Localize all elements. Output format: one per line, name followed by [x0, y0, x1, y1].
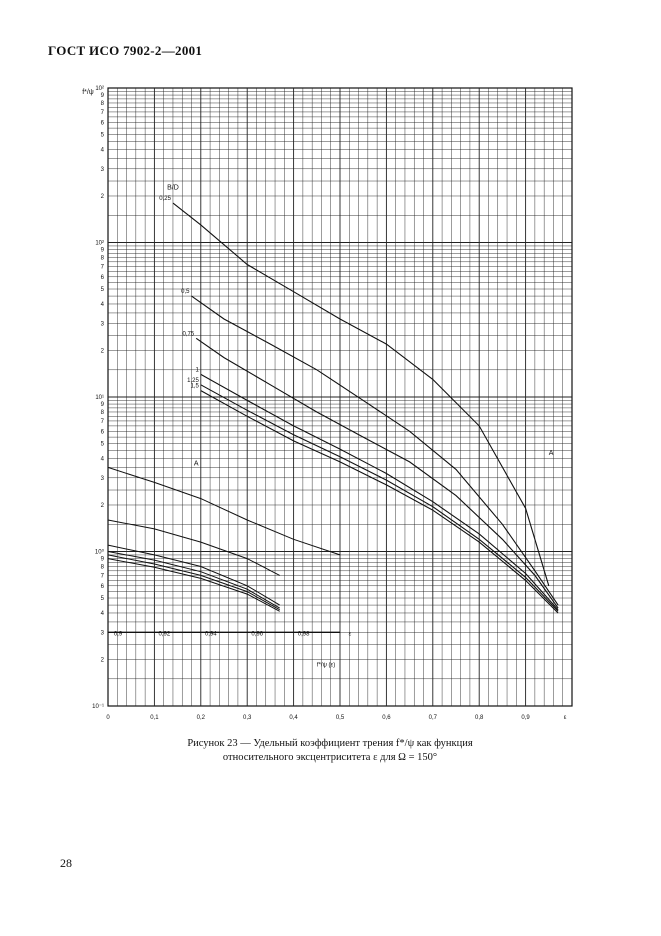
y-tick-label: 6	[101, 275, 105, 281]
bd-param-label: B/D	[167, 185, 179, 192]
y-axis-label: f*/ψ	[82, 89, 94, 96]
y-tick-label: 8	[101, 410, 105, 416]
curve-label-a: A	[549, 450, 554, 457]
x-tick-label: 0,4	[289, 715, 298, 721]
y-tick-label: 8	[101, 564, 105, 570]
y-tick-label: 8	[101, 101, 105, 107]
x-tick-label: 0,3	[243, 715, 252, 721]
curve-bd-0-5	[191, 295, 559, 606]
y-tick-label: 5	[101, 133, 105, 139]
y-tick-label: 10⁰	[95, 549, 105, 556]
y-tick-label: 9	[101, 248, 105, 254]
y-tick-label: 9	[101, 557, 105, 563]
page-number: 28	[60, 856, 72, 870]
inset-tick-label: ε	[349, 631, 352, 637]
y-tick-label: 9	[101, 93, 105, 99]
curve-label: 1,25	[187, 378, 199, 384]
y-tick-label: 10²	[95, 86, 104, 92]
inset-tick-label: 0,9	[114, 631, 123, 637]
caption-line-2: относительного эксцентриситета ε для Ω =…	[222, 752, 438, 763]
inset-curve	[107, 519, 280, 576]
inset-curve	[107, 558, 280, 612]
y-tick-label: 2	[101, 348, 105, 354]
y-tick-label: 4	[101, 147, 105, 153]
inset-tick-label: 0,92	[159, 631, 171, 637]
y-tick-label: 6	[101, 584, 105, 590]
y-tick-label: 7	[101, 573, 105, 579]
x-tick-label: 0,7	[429, 715, 438, 721]
y-tick-label: 2	[101, 503, 105, 509]
curve-bd-1-25	[200, 384, 559, 612]
y-tick-label: 5	[101, 596, 105, 602]
x-tick-label: 0,9	[521, 715, 530, 721]
y-tick-label: 2	[101, 657, 105, 663]
y-tick-label: 10⁻¹	[92, 704, 104, 710]
y-tick-label: 5	[101, 287, 105, 293]
inset-tick-label: 0,94	[205, 631, 217, 637]
document-header: ГОСТ ИСО 7902-2—2001	[48, 43, 203, 58]
y-tick-label: 7	[101, 419, 105, 425]
curve-label: 0,75	[182, 331, 194, 337]
curve-bd-0-75	[195, 337, 559, 609]
curve-label: 0,25	[159, 196, 171, 202]
y-tick-label: 6	[101, 429, 105, 435]
inset-label-a: A	[194, 461, 199, 468]
x-tick-label: 0,8	[475, 715, 484, 721]
y-tick-label: 3	[101, 321, 105, 327]
y-tick-label: 3	[101, 476, 105, 482]
y-tick-label: 10²	[95, 241, 104, 247]
y-tick-label: 10¹	[95, 395, 104, 401]
y-tick-label: 7	[101, 264, 105, 270]
inset-tick-label: 0,96	[251, 631, 263, 637]
y-tick-label: 9	[101, 402, 105, 408]
x-tick-label: ε	[564, 715, 567, 721]
x-tick-label: 0,5	[336, 715, 345, 721]
inset-curve	[107, 551, 280, 609]
y-tick-label: 6	[101, 120, 105, 126]
figure-caption: Рисунок 23 — Удельный коэффициент трения…	[120, 737, 540, 765]
curve-bd-0-25	[172, 202, 550, 586]
curve-label: 1	[195, 367, 199, 373]
x-tick-label: 0,1	[150, 715, 159, 721]
inset-tick-label: 0,98	[298, 631, 310, 637]
curve-bd-1	[200, 373, 559, 611]
y-tick-label: 7	[101, 110, 105, 116]
curve-bd-1-5	[200, 390, 559, 614]
curve-label: 0,5	[181, 289, 190, 295]
y-tick-label: 3	[101, 167, 105, 173]
y-tick-label: 4	[101, 456, 105, 462]
inset-curve	[107, 544, 280, 606]
y-tick-label: 2	[101, 194, 105, 200]
y-tick-label: 4	[101, 611, 105, 617]
curve-label: 1,5	[190, 384, 199, 390]
inset-curve	[107, 466, 341, 556]
inset-curve	[107, 554, 280, 611]
x-tick-label: 0	[106, 715, 110, 721]
y-tick-label: 5	[101, 442, 105, 448]
y-tick-label: 3	[101, 630, 105, 636]
x-tick-label: 0,6	[382, 715, 391, 721]
inset-axis-title: f*/ψ (ε)	[317, 663, 335, 669]
y-tick-label: 4	[101, 302, 105, 308]
x-tick-label: 0,2	[197, 715, 206, 721]
y-tick-label: 8	[101, 255, 105, 261]
caption-line-1: Рисунок 23 — Удельный коэффициент трения…	[187, 738, 473, 749]
